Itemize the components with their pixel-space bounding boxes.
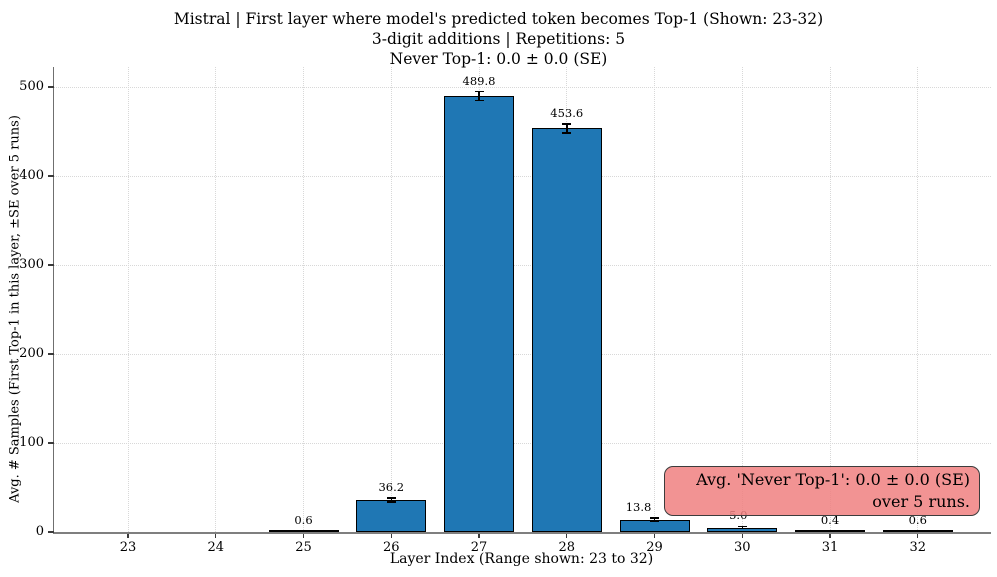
bar-value-label: 0.4 (820, 513, 840, 528)
y-tick (48, 264, 54, 266)
bar-value-label: 489.8 (462, 73, 496, 88)
y-tick (48, 442, 54, 444)
y-tick-label: 300 (19, 257, 44, 272)
chart-title-line-2: 3-digit additions | Repetitions: 5 (371, 30, 626, 48)
error-bar-cap-top (386, 497, 396, 499)
x-tick-label: 30 (733, 540, 751, 555)
v-gridline (390, 67, 392, 532)
y-tick-label: 0 (35, 524, 44, 539)
chart-title-line-3: Never Top-1: 0.0 ± 0.0 (SE) (389, 50, 608, 68)
error-bar-cap-bottom (299, 530, 308, 532)
chart-title: Mistral | First layer where model's pred… (0, 9, 997, 69)
h-gridline (54, 176, 991, 177)
annotation-line-2: over 5 runs. (872, 491, 970, 511)
x-tick (917, 534, 919, 538)
error-bar (741, 526, 743, 529)
v-gridline (127, 67, 129, 532)
x-tick (478, 534, 480, 538)
bar (531, 128, 602, 532)
v-gridline (917, 67, 919, 532)
h-gridline (54, 265, 991, 266)
error-bar-cap-top (562, 123, 572, 125)
error-bar-cap-top (737, 525, 747, 528)
bar-value-label: 0.6 (294, 513, 313, 528)
v-gridline (303, 67, 304, 532)
h-gridline (54, 443, 991, 444)
error-bar-cap-bottom (825, 530, 835, 532)
chart-title-line-1: Mistral | First layer where model's pred… (173, 10, 824, 28)
bar (444, 96, 514, 532)
error-bar-cap-bottom (562, 131, 572, 134)
x-tick (302, 534, 305, 538)
v-gridline (741, 67, 743, 532)
v-gridline (829, 67, 831, 532)
error-bar-cap-top (474, 90, 484, 93)
error-bar-cap-bottom (474, 99, 484, 102)
annotation-box: Avg. 'Never Top-1': 0.0 ± 0.0 (SE) over … (664, 466, 980, 516)
y-tick-label: 400 (19, 168, 44, 183)
y-tick-label: 100 (19, 435, 44, 450)
x-tick (215, 534, 217, 538)
error-bar-cap-top (650, 517, 659, 519)
x-tick-label: 26 (382, 540, 400, 555)
bar-value-label: 13.8 (625, 499, 652, 514)
error-bar (478, 91, 480, 101)
h-gridline (54, 354, 991, 355)
x-tick (653, 534, 656, 538)
error-bar-cap-bottom (650, 520, 659, 523)
x-tick (741, 534, 743, 538)
x-tick (127, 534, 129, 538)
x-tick-label: 29 (646, 540, 663, 555)
v-gridline (215, 67, 217, 532)
error-bar (566, 123, 568, 133)
x-tick (829, 534, 831, 538)
error-bar (653, 517, 656, 522)
bar-value-label: 36.2 (378, 479, 405, 494)
x-tick-label: 31 (821, 540, 839, 555)
y-tick-label: 200 (19, 346, 44, 361)
error-bar-cap-bottom (386, 500, 396, 503)
x-tick-label: 27 (470, 540, 488, 555)
v-gridline (654, 67, 655, 532)
y-tick (48, 86, 54, 88)
x-tick-label: 25 (295, 540, 312, 555)
plot-area: 0 100 200 300 400 500 23 24 25 0.6 26 36.2 27 489.8 28… (19, 67, 991, 555)
error-bar (390, 497, 392, 502)
error-bar-cap-bottom (737, 527, 747, 530)
x-tick-label: 28 (558, 540, 576, 555)
bar-value-label: 0.6 (908, 513, 927, 528)
x-tick-label: 23 (119, 540, 137, 555)
x-axis-label: Layer Index (Range shown: 23 to 32) (389, 551, 654, 567)
error-bar-cap-bottom (913, 530, 923, 532)
x-tick (390, 534, 392, 538)
y-tick-label: 500 (19, 79, 44, 94)
h-gridline (54, 87, 991, 88)
y-tick (48, 531, 54, 533)
bar (356, 499, 427, 532)
y-tick (48, 353, 54, 355)
x-tick (566, 534, 568, 538)
x-tick-label: 24 (207, 540, 225, 555)
y-tick (48, 175, 54, 177)
annotation-line-1: Avg. 'Never Top-1': 0.0 ± 0.0 (SE) (696, 470, 970, 489)
bar-value-label: 453.6 (550, 105, 584, 120)
x-tick-label: 32 (909, 540, 927, 555)
